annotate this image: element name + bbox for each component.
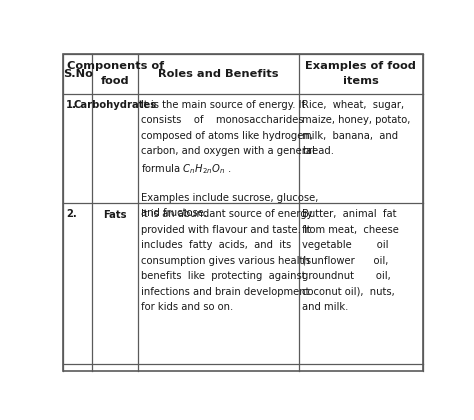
Text: It is an abundant source of energy: It is an abundant source of energy bbox=[141, 209, 312, 219]
Text: composed of atoms like hydrogen,: composed of atoms like hydrogen, bbox=[141, 131, 313, 141]
Text: Examples of food
items: Examples of food items bbox=[305, 61, 416, 86]
Text: (sunflower      oil,: (sunflower oil, bbox=[301, 256, 388, 265]
Text: consists    of    monosaccharides: consists of monosaccharides bbox=[141, 115, 303, 125]
Text: It is the main source of energy. It: It is the main source of energy. It bbox=[141, 100, 305, 110]
Text: Carbohydrates: Carbohydrates bbox=[73, 100, 157, 110]
Text: Examples include sucrose, glucose,: Examples include sucrose, glucose, bbox=[141, 193, 318, 203]
Text: consumption gives various health: consumption gives various health bbox=[141, 256, 310, 265]
Text: carbon, and oxygen with a general: carbon, and oxygen with a general bbox=[141, 146, 315, 156]
Text: Roles and Benefits: Roles and Benefits bbox=[158, 69, 279, 79]
Text: Fats: Fats bbox=[103, 210, 127, 220]
Text: and milk.: and milk. bbox=[301, 302, 348, 312]
Text: benefits  like  protecting  against: benefits like protecting against bbox=[141, 271, 305, 281]
Text: 1.: 1. bbox=[66, 100, 77, 110]
Text: bread.: bread. bbox=[301, 146, 334, 156]
Text: from meat,  cheese: from meat, cheese bbox=[301, 225, 399, 235]
Text: Butter,  animal  fat: Butter, animal fat bbox=[301, 209, 396, 219]
Text: coconut oil),  nuts,: coconut oil), nuts, bbox=[301, 287, 394, 297]
Text: for kids and so on.: for kids and so on. bbox=[141, 302, 233, 312]
Text: provided with flavour and taste. It: provided with flavour and taste. It bbox=[141, 225, 310, 235]
Text: infections and brain development: infections and brain development bbox=[141, 287, 309, 297]
Text: S.No: S.No bbox=[63, 69, 92, 79]
Text: groundnut       oil,: groundnut oil, bbox=[301, 271, 391, 281]
Text: Components of
food: Components of food bbox=[66, 61, 164, 86]
Text: maize, honey, potato,: maize, honey, potato, bbox=[301, 115, 410, 125]
Text: formula $\mathit{C}_n\mathit{H}_{2n}\mathit{O}_n$ .: formula $\mathit{C}_n\mathit{H}_{2n}\mat… bbox=[141, 162, 231, 176]
Text: Rice,  wheat,  sugar,: Rice, wheat, sugar, bbox=[301, 100, 404, 110]
Text: and fructose.: and fructose. bbox=[141, 208, 207, 218]
Text: includes  fatty  acids,  and  its: includes fatty acids, and its bbox=[141, 240, 291, 250]
Text: 2.: 2. bbox=[66, 209, 77, 219]
Text: milk,  banana,  and: milk, banana, and bbox=[301, 131, 398, 141]
Text: vegetable        oil: vegetable oil bbox=[301, 240, 388, 250]
